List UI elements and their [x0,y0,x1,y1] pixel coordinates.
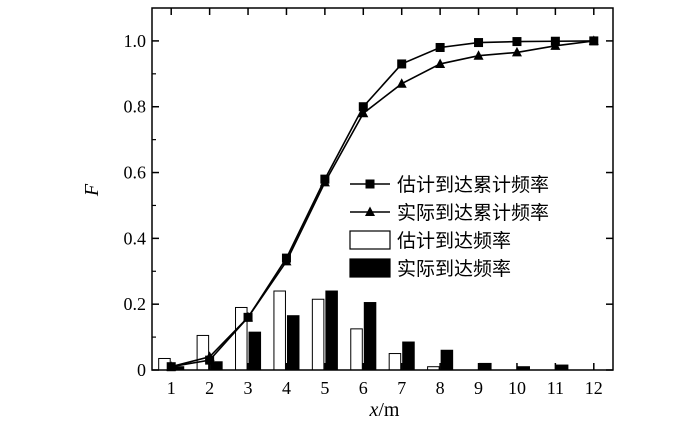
x-tick-label: 10 [508,378,526,398]
x-tick-label: 11 [547,378,564,398]
x-axis-label-var: x [368,399,378,421]
actual-frequency-bar [248,331,262,371]
x-tick-label: 1 [167,378,176,398]
actual-cumulative-point [435,58,446,68]
estimated-cumulative-point [435,42,445,52]
estimated-cumulative-point [397,59,407,69]
actual-cumulative-point [358,107,369,118]
estimated-cumulative-point [512,37,522,47]
actual-frequency-bar [325,290,338,371]
x-tick-label: 4 [282,378,291,398]
actual-frequency-bar [286,315,300,371]
y-axis-label: F [81,183,103,197]
actual-cumulative-point [511,46,522,57]
estimated-frequency-bar [388,353,402,371]
x-tick-label: 5 [320,378,329,398]
actual-cumulative-point [204,351,215,361]
legend-square-marker [365,179,375,189]
legend-label: 估计到达累计频率 [397,174,549,196]
x-tick-label: 12 [585,378,603,398]
actual-cumulative-point [550,40,561,50]
actual-cumulative-point [396,78,407,88]
estimated-frequency-bar [311,298,325,371]
legend-label: 实际到达频率 [397,258,511,280]
x-axis-label-unit: /m [378,399,400,421]
actual-cumulative-point [243,311,254,322]
legend-bar-swatch [349,258,391,278]
actual-cumulative-point [319,176,330,187]
plot-area: 00.20.40.60.81.01 2 3 4 5 6 7 8 9 10 11 12 [124,7,614,398]
plot-frame [151,7,614,371]
bars-layer [158,290,569,371]
y-tick-label: 0.8 [124,97,147,117]
estimated-frequency-bar [350,328,363,371]
x-tick-label: 2 [205,378,214,398]
x-tick-label: 3 [244,378,253,398]
actual-frequency-bar [402,341,415,371]
actual-cumulative-point [281,255,292,266]
y-tick-label: 1.0 [124,31,147,51]
estimated-frequency-bar [196,334,210,371]
legend-triangle-marker [365,206,375,216]
actual-cumulative-point [588,35,599,45]
actual-cumulative-line [171,40,594,368]
y-tick-label: 0.2 [124,294,147,314]
estimated-cumulative-point [358,102,368,112]
ticks-layer: 00.20.40.60.81.01 2 3 4 5 6 7 8 9 10 11 12 [124,8,613,398]
y-tick-label: 0.6 [124,163,147,183]
actual-cumulative-point [473,50,484,60]
legend-bar-swatch [349,230,391,250]
y-tick-label: 0.4 [124,228,147,248]
legend-label: 实际到达累计频率 [397,202,549,224]
actual-frequency-bar [479,362,492,371]
x-tick-label: 7 [397,378,406,398]
estimated-cumulative-point [474,38,484,48]
estimated-frequency-bar [273,290,286,371]
x-axis-label: x/m [368,399,399,421]
actual-frequency-bar [363,302,377,371]
legend-label: 估计到达频率 [397,230,511,252]
y-tick-label: 0 [137,360,146,380]
x-tick-label: 8 [436,378,445,398]
actual-frequency-bar [440,349,454,371]
x-tick-label: 9 [474,378,483,398]
x-tick-label: 6 [359,378,368,398]
